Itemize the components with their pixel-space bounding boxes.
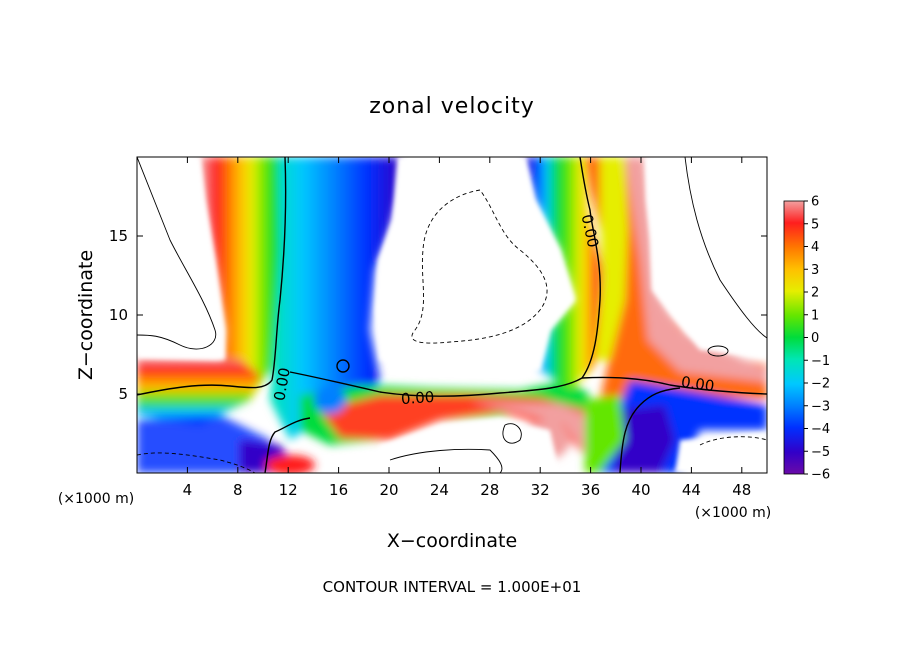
colorbar-tick-label: −1 <box>811 354 830 369</box>
x-tick-label: 44 <box>682 481 701 499</box>
right-negative-plume <box>525 157 610 390</box>
x-tick-label: 16 <box>329 481 348 499</box>
colorbar-tick-label: −4 <box>811 422 830 437</box>
x-tick-label: 48 <box>732 481 751 499</box>
x-tick-label: 20 <box>379 481 398 499</box>
y-tick-label: 15 <box>109 227 128 245</box>
x-tick-label: 28 <box>480 481 499 499</box>
x-tick-label: 12 <box>279 481 298 499</box>
y-tick-label: 10 <box>109 306 128 324</box>
y-axis: 5 10 15 <box>109 227 767 403</box>
contour-label: 0.00 <box>680 373 716 395</box>
x-axis-label: X−coordinate <box>387 530 517 552</box>
y-tick-label: 5 <box>118 385 128 403</box>
x-tick-label: 40 <box>631 481 650 499</box>
x-unit-left: (×1000 m) <box>58 491 134 507</box>
contour-interval-footer: CONTOUR INTERVAL = 1.000E+01 <box>323 578 582 596</box>
colorbar-tick-label: 0 <box>811 331 819 346</box>
right-positive-plume <box>585 157 767 420</box>
contour-label: 0.00 <box>270 366 294 402</box>
y-axis-label: Z−coordinate <box>75 250 97 380</box>
zero-contour-central <box>289 157 601 397</box>
colorbar-tick-label: −5 <box>811 445 830 460</box>
x-tick-label: 8 <box>233 481 243 499</box>
x-axis: 4 8 12 16 20 24 28 32 36 40 44 48 <box>183 157 751 499</box>
colorbar-tick-label: 5 <box>811 217 819 232</box>
x-unit-right: (×1000 m) <box>695 505 771 521</box>
colorbar-tick-label: −2 <box>811 377 830 392</box>
colorbar-tick-label: 4 <box>811 240 819 255</box>
colorbar-tick-label: 1 <box>811 308 819 323</box>
colorbar-tick-label: −3 <box>811 399 830 414</box>
x-tick-label: 32 <box>531 481 550 499</box>
left-negative-trough <box>270 157 400 440</box>
heatmap-field: 0.00 0.00 0.00 0.00 <box>137 157 767 473</box>
low-level-jet-left <box>137 358 260 425</box>
contour-label: 0.00 <box>400 388 435 408</box>
colorbar-tick-label: 6 <box>811 195 819 210</box>
x-tick-label: 24 <box>430 481 449 499</box>
zero-contour-right <box>581 376 767 395</box>
x-tick-label: 36 <box>581 481 600 499</box>
colorbar-tick-label: 3 <box>811 263 819 278</box>
colorbar <box>783 200 805 475</box>
colorbar-tick-label: 2 <box>811 286 819 301</box>
colorbar-ticks: 6 5 4 3 2 1 0 −1 −2 −3 −4 −5 −6 <box>804 195 830 483</box>
colorbar-tick-label: −6 <box>811 468 830 483</box>
left-positive-plume <box>200 157 290 400</box>
x-tick-label: 4 <box>183 481 193 499</box>
chart-title: zonal velocity <box>369 94 535 119</box>
zero-contour-left <box>137 157 287 396</box>
